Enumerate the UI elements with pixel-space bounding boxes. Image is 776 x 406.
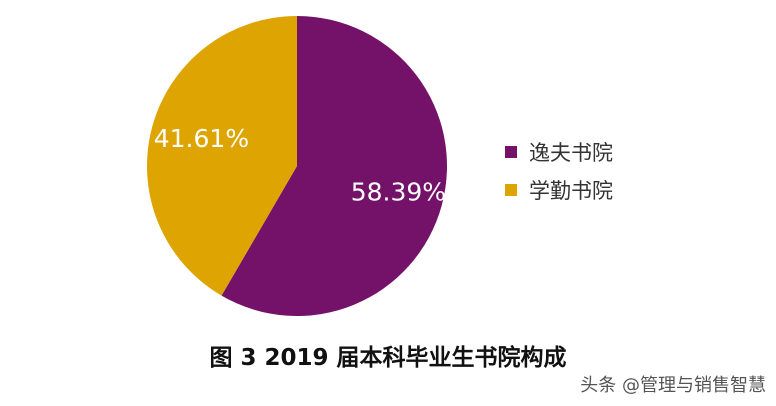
data-label-xueqin: 41.61% [154,124,249,153]
data-label-yifu: 58.39% [351,177,446,206]
pie-chart: 58.39% 41.61% [147,16,447,316]
legend-label-yifu: 逸夫书院 [529,141,613,165]
slice-yifu [221,16,447,316]
legend-item-yifu: 逸夫书院 [505,133,613,171]
legend-item-xueqin: 学勤书院 [505,171,613,209]
slice-xueqin [147,16,297,296]
figure-caption: 图 3 2019 届本科毕业生书院构成 [209,345,567,371]
legend-label-xueqin: 学勤书院 [529,179,613,203]
watermark: 头条 @管理与销售智慧 [580,375,766,396]
legend-swatch-xueqin [505,184,517,196]
legend: 逸夫书院 学勤书院 [505,133,613,209]
legend-swatch-yifu [505,146,517,158]
